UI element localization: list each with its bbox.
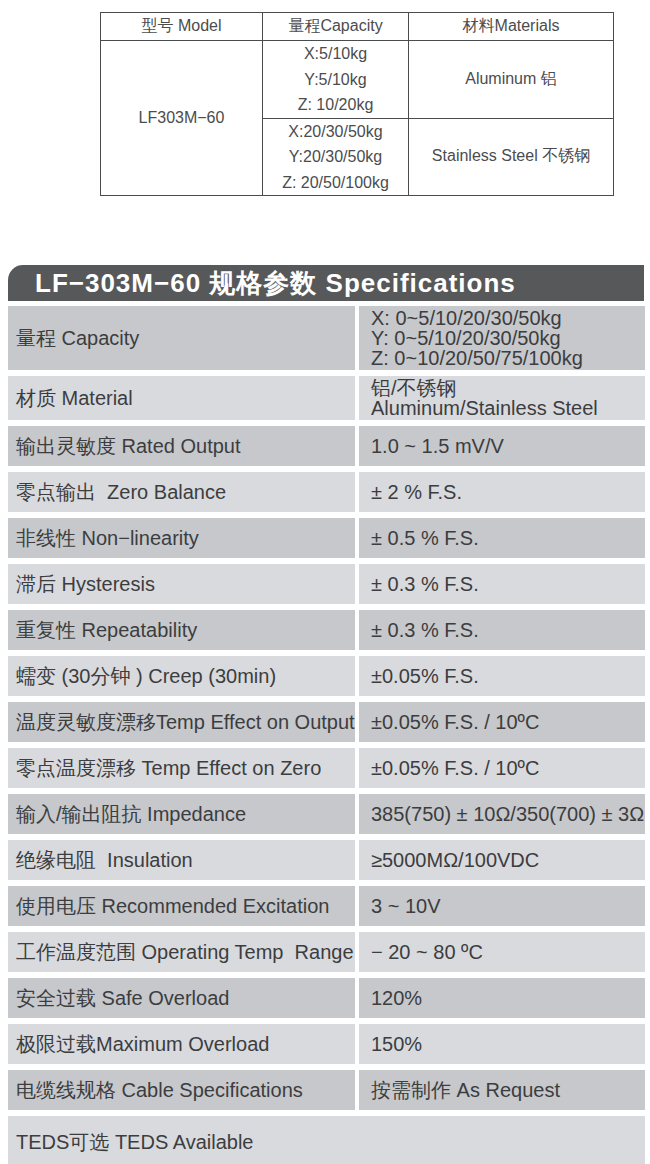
spec-row-value: ± 0.3 % F.S. xyxy=(359,564,645,604)
spec-row: 零点输出 Zero Balance ± 2 % F.S. xyxy=(8,472,645,512)
spec-row: TEDS可选 TEDS Available xyxy=(8,1116,645,1164)
spec-row: 蠕变 (30分钟 ) Creep (30min) ±0.05% F.S. xyxy=(8,656,645,696)
spec-row-value: 120% xyxy=(359,978,645,1018)
spec-row-value: 3 ~ 10V xyxy=(359,886,645,926)
spec-row-value: 按需制作 As Request xyxy=(359,1070,645,1110)
spec-row-value: ±0.05% F.S. / 10ºC xyxy=(359,748,645,788)
spec-row-label: 量程 Capacity xyxy=(8,306,355,370)
spec-value-line: 铝/不锈钢 xyxy=(371,378,645,398)
table-header-row: 型号 Model 量程Capacity 材料Materials xyxy=(101,13,614,41)
spec-row: 非线性 Non−linearity ± 0.5 % F.S. xyxy=(8,518,645,558)
spec-value-line: 3 ~ 10V xyxy=(371,896,645,916)
spec-row-label: 蠕变 (30分钟 ) Creep (30min) xyxy=(8,656,355,696)
spec-row-label: 极限过载Maximum Overload xyxy=(8,1024,355,1064)
spec-row-value: 铝/不锈钢Aluminum/Stainless Steel xyxy=(359,376,645,420)
spec-row-value: ±0.05% F.S. / 10ºC xyxy=(359,702,645,742)
spec-value-line: ±0.05% F.S. xyxy=(371,666,645,686)
spec-row: 安全过载 Safe Overload 120% xyxy=(8,978,645,1018)
capacity-line: X:20/30/50kg xyxy=(263,119,408,145)
spec-value-line: Aluminum/Stainless Steel xyxy=(371,398,645,418)
spec-row: 重复性 Repeatability ± 0.3 % F.S. xyxy=(8,610,645,650)
spec-table: 量程 CapacityX: 0~5/10/20/30/50kgY: 0~5/10… xyxy=(8,306,645,1164)
capacity-line: Z: 10/20kg xyxy=(263,92,408,118)
spec-row: 输出灵敏度 Rated Output 1.0 ~ 1.5 mV/V xyxy=(8,426,645,466)
spec-row-value: ± 0.3 % F.S. xyxy=(359,610,645,650)
spec-value-line: 按需制作 As Request xyxy=(371,1080,645,1100)
capacity-cell-stainless: X:20/30/50kg Y:20/30/50kg Z: 20/50/100kg xyxy=(263,118,409,196)
header-capacity: 量程Capacity xyxy=(263,13,409,41)
spec-row-label: 安全过载 Safe Overload xyxy=(8,978,355,1018)
spec-row-label: 滞后 Hysteresis xyxy=(8,564,355,604)
spec-row-label: 零点温度漂移 Temp Effect on Zero xyxy=(8,748,355,788)
spec-row: 零点温度漂移 Temp Effect on Zero ±0.05% F.S. / … xyxy=(8,748,645,788)
spec-row-label: 电缆线规格 Cable Specifications xyxy=(8,1070,355,1110)
spec-row-value: − 20 ~ 80 ºC xyxy=(359,932,645,972)
spec-title-bar: LF−303M−60 规格参数 Specifications xyxy=(8,265,644,301)
spec-row-value: 150% xyxy=(359,1024,645,1064)
spec-row-label: 零点输出 Zero Balance xyxy=(8,472,355,512)
spec-row-value: X: 0~5/10/20/30/50kgY: 0~5/10/20/30/50kg… xyxy=(359,306,645,370)
spec-row-label: 工作温度范围 Operating Temp Range xyxy=(8,932,355,972)
spec-value-line: 150% xyxy=(371,1034,645,1054)
spec-row: 使用电压 Recommended Excitation 3 ~ 10V xyxy=(8,886,645,926)
spec-value-line: 385(750) ± 10Ω/350(700) ± 3Ω xyxy=(371,804,645,824)
spec-row-value: 1.0 ~ 1.5 mV/V xyxy=(359,426,645,466)
spec-value-line: Z: 0~10/20/50/75/100kg xyxy=(371,348,645,368)
capacity-cell-aluminum: X:5/10kg Y:5/10kg Z: 10/20kg xyxy=(263,41,409,119)
spec-value-line: 1.0 ~ 1.5 mV/V xyxy=(371,436,645,456)
model-capacity-material-table: 型号 Model 量程Capacity 材料Materials LF303M−6… xyxy=(100,12,614,196)
spec-row-label: 非线性 Non−linearity xyxy=(8,518,355,558)
spec-value-line: X: 0~5/10/20/30/50kg xyxy=(371,308,645,328)
spec-value-line: ±0.05% F.S. / 10ºC xyxy=(371,712,645,732)
spec-title: LF−303M−60 规格参数 Specifications xyxy=(35,268,516,298)
spec-row-label: 绝缘电阻 Insulation xyxy=(8,840,355,880)
spec-row-value: ≥5000MΩ/100VDC xyxy=(359,840,645,880)
spec-value-line: ≥5000MΩ/100VDC xyxy=(371,850,645,870)
spec-row-value: ± 0.5 % F.S. xyxy=(359,518,645,558)
spec-value-line: 120% xyxy=(371,988,645,1008)
spec-row: 极限过载Maximum Overload 150% xyxy=(8,1024,645,1064)
header-model: 型号 Model xyxy=(101,13,263,41)
spec-value-line: ±0.05% F.S. / 10ºC xyxy=(371,758,645,778)
spec-value-line: ± 0.3 % F.S. xyxy=(371,574,645,594)
material-cell-stainless: Stainless Steel 不锈钢 xyxy=(409,118,614,196)
spec-row: 量程 CapacityX: 0~5/10/20/30/50kgY: 0~5/10… xyxy=(8,306,645,370)
spec-row: 工作温度范围 Operating Temp Range − 20 ~ 80 ºC xyxy=(8,932,645,972)
spec-row-value: ± 2 % F.S. xyxy=(359,472,645,512)
spec-row: 温度灵敏度漂移Temp Effect on Output ±0.05% F.S. … xyxy=(8,702,645,742)
spec-value-line: ± 0.3 % F.S. xyxy=(371,620,645,640)
capacity-line: X:5/10kg xyxy=(263,41,408,67)
spec-row: 电缆线规格 Cable Specifications 按需制作 As Reques… xyxy=(8,1070,645,1110)
capacity-line: Y:20/30/50kg xyxy=(263,144,408,170)
spec-row-label: 输出灵敏度 Rated Output xyxy=(8,426,355,466)
spec-value-line: − 20 ~ 80 ºC xyxy=(371,942,645,962)
spec-row-label: 输入/输出阻抗 Impedance xyxy=(8,794,355,834)
spec-row-label: 使用电压 Recommended Excitation xyxy=(8,886,355,926)
spec-value-line: ± 0.5 % F.S. xyxy=(371,528,645,548)
spec-row: 绝缘电阻 Insulation ≥5000MΩ/100VDC xyxy=(8,840,645,880)
table-row-aluminum: LF303M−60 X:5/10kg Y:5/10kg Z: 10/20kg A… xyxy=(101,41,614,119)
spec-row-value: ±0.05% F.S. xyxy=(359,656,645,696)
spec-row: 输入/输出阻抗 Impedance 385(750) ± 10Ω/350(700)… xyxy=(8,794,645,834)
spec-row-label: 重复性 Repeatability xyxy=(8,610,355,650)
spec-row-value: 385(750) ± 10Ω/350(700) ± 3Ω xyxy=(359,794,645,834)
spec-row: 材质 Material铝/不锈钢Aluminum/Stainless Steel xyxy=(8,376,645,420)
spec-row-label: 温度灵敏度漂移Temp Effect on Output xyxy=(8,702,355,742)
model-cell: LF303M−60 xyxy=(101,41,263,196)
capacity-line: Y:5/10kg xyxy=(263,67,408,93)
spec-row-label: 材质 Material xyxy=(8,376,355,420)
material-cell-aluminum: Aluminum 铝 xyxy=(409,41,614,119)
spec-value-line: ± 2 % F.S. xyxy=(371,482,645,502)
spec-value-line: Y: 0~5/10/20/30/50kg xyxy=(371,328,645,348)
capacity-line: Z: 20/50/100kg xyxy=(263,170,408,196)
spec-row: 滞后 Hysteresis ± 0.3 % F.S. xyxy=(8,564,645,604)
spec-row-label: TEDS可选 TEDS Available xyxy=(8,1116,645,1164)
header-materials: 材料Materials xyxy=(409,13,614,41)
